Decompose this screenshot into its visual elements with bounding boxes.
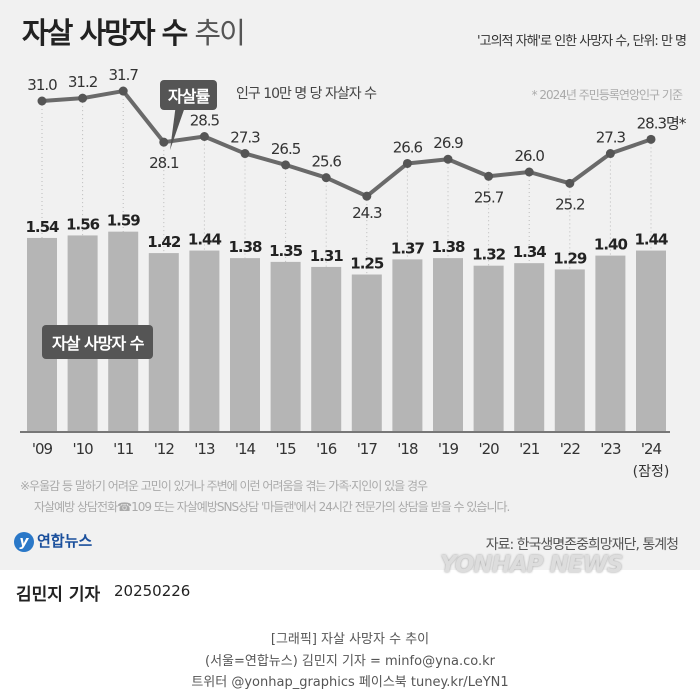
deaths-legend-badge: 자살 사망자 수: [42, 325, 154, 359]
rate-value-label: 25.2: [555, 195, 585, 213]
rate-value-label: 31.0: [27, 76, 57, 94]
x-tick-label: '14: [235, 440, 256, 458]
rate-point: [321, 173, 331, 183]
bar: [473, 265, 504, 432]
x-tick-label: '19: [438, 440, 459, 458]
rate-value-label: 24.3: [352, 204, 382, 222]
date: 20250226: [114, 582, 191, 600]
chart-title: 자살 사망자 수 추이: [22, 16, 246, 50]
bar-value-label: 1.34: [513, 243, 547, 261]
rate-point: [524, 167, 534, 177]
rate-description: 인구 10만 명 당 자살자 수: [236, 86, 377, 102]
bar-value-label: 1.31: [310, 247, 344, 265]
rate-value-label: 27.3: [596, 129, 626, 147]
provisional-label: (잠정): [633, 464, 670, 480]
x-tick-label: '17: [357, 440, 378, 458]
source-text: 자료: 한국생명존중희망재단, 통계청: [485, 537, 679, 553]
x-tick-label: '13: [194, 440, 215, 458]
bar: [514, 263, 545, 432]
x-tick-label: '21: [519, 440, 540, 458]
rate-value-label: 28.1: [149, 154, 179, 172]
x-tick-label: '10: [72, 440, 93, 458]
badge-pointer: [170, 104, 186, 150]
caption-title: [그래픽] 자살 사망자 수 추이: [270, 632, 430, 647]
bar-value-label: 1.54: [25, 218, 59, 236]
rate-point: [484, 171, 494, 181]
bar: [189, 250, 220, 432]
rate-value-label: 25.6: [311, 153, 341, 171]
author: 김민지 기자: [16, 585, 101, 605]
rate-value-label: 26.6: [393, 138, 423, 156]
x-tick-label: '24: [641, 440, 662, 458]
rate-point: [240, 149, 250, 159]
rate-value-label: 26.0: [514, 147, 544, 165]
bar-value-label: 1.35: [269, 242, 303, 260]
rate-point: [402, 158, 412, 168]
bar-value-label: 1.40: [594, 236, 628, 254]
rate-value-label: 31.7: [108, 66, 138, 84]
bar: [392, 259, 423, 432]
x-tick-label: '20: [478, 440, 499, 458]
x-tick-label: '16: [316, 440, 337, 458]
watermark: YONHAP NEWS: [440, 552, 623, 578]
bar-value-label: 1.44: [634, 231, 668, 249]
bar: [636, 250, 666, 432]
rate-point: [646, 134, 656, 144]
x-tick-label: '09: [32, 440, 53, 458]
rate-point: [362, 191, 372, 201]
bar-value-label: 1.29: [553, 249, 587, 267]
bar-value-label: 1.38: [228, 238, 262, 256]
rate-point: [159, 137, 169, 147]
rate-point: [118, 86, 128, 96]
bar: [351, 274, 382, 432]
x-tick-label: '11: [113, 440, 134, 458]
rate-value-label: 31.2: [68, 73, 98, 91]
rate-value-label: 27.3: [230, 129, 260, 147]
bar-value-label: 1.42: [147, 233, 181, 251]
rate-value-label: 26.9: [433, 134, 463, 152]
rate-point: [281, 160, 291, 170]
x-tick-label: '23: [600, 440, 621, 458]
rate-line: [41, 89, 652, 199]
bar-value-label: 1.32: [472, 246, 506, 264]
bar: [148, 253, 179, 432]
bar-value-label: 1.37: [391, 239, 425, 257]
help-note-line-2: 자살예방 상담전화☎109 또는 자살예방SNS상담 '마들랜'에서 24시간 …: [34, 500, 510, 514]
base-note: * 2024년 주민등록연앙인구 기준: [531, 88, 683, 102]
rate-point: [199, 132, 209, 141]
rate-value-label: 28.3명*: [637, 114, 687, 132]
bar: [554, 269, 585, 432]
rate-value-label: 25.7: [474, 188, 504, 206]
bar-value-label: 1.38: [431, 238, 465, 256]
bar: [230, 258, 260, 432]
chart: 1.54 1.56 1.59 1.42 1.44 1.38 1.35 1.31 1.25 1.37…: [20, 66, 688, 480]
caption-social: 트위터 @yonhap_graphics 페이스북 tuney.kr/LeYN1: [191, 675, 509, 690]
caption-credit: (서울=연합뉴스) 김민지 기자 = minfo@yna.co.kr: [205, 654, 495, 669]
bar-value-label: 1.56: [66, 215, 100, 233]
rate-point: [443, 154, 453, 164]
rate-point: [605, 149, 615, 159]
rate-value-label: 28.5: [190, 112, 220, 130]
bar: [270, 261, 301, 432]
rate-legend-badge: 자살률: [160, 80, 218, 110]
bar-value-label: 1.59: [107, 212, 141, 230]
yonhap-logo-icon: y: [14, 532, 34, 552]
rate-point: [78, 93, 88, 103]
rate-point: [37, 96, 47, 106]
x-tick-label: '18: [397, 440, 418, 458]
rate-point: [565, 178, 575, 188]
bar: [595, 255, 626, 432]
bar-value-label: 1.25: [350, 255, 384, 273]
x-tick-label: '22: [560, 440, 581, 458]
bar: [311, 266, 342, 432]
chart-subtitle: '고의적 자해'로 인한 사망자 수, 단위: 만 명: [477, 34, 687, 49]
yonhap-logo: y 연합뉴스: [14, 530, 92, 552]
rate-value-label: 26.5: [271, 140, 301, 158]
bar-value-label: 1.44: [188, 231, 222, 249]
x-tick-label: '15: [275, 440, 296, 458]
bar: [433, 258, 463, 432]
x-tick-label: '12: [154, 440, 175, 458]
help-note-line-1: ※우울감 등 말하기 어려운 고민이 있거나 주변에 이런 어려움을 겪는 가족…: [20, 479, 428, 493]
